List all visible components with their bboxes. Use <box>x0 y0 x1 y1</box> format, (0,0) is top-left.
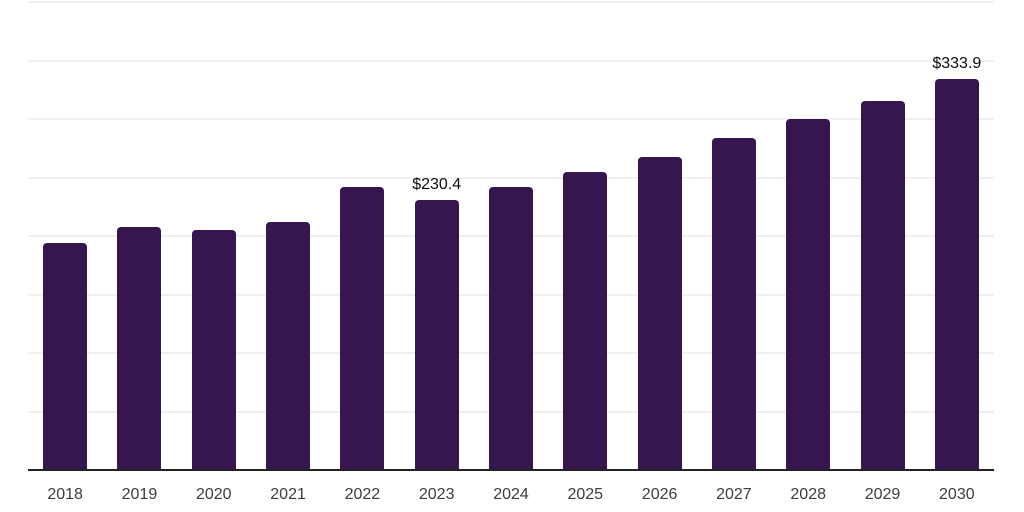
x-tick-label-2029: 2029 <box>864 486 901 503</box>
x-tick-label-2026: 2026 <box>641 486 678 503</box>
x-tick-label-2025: 2025 <box>567 486 604 503</box>
bar-2028 <box>786 119 831 470</box>
x-tick-label-2022: 2022 <box>344 486 381 503</box>
x-tick-label-2024: 2024 <box>493 486 529 503</box>
bar-2027 <box>711 137 756 470</box>
bar-2019 <box>117 226 162 470</box>
x-tick-label-2021: 2021 <box>270 486 306 503</box>
gridline-300 <box>28 118 994 120</box>
gridline-250 <box>28 176 994 179</box>
bar-value-label-2030: $333.9 <box>932 55 982 73</box>
x-tick-label-2027: 2027 <box>716 486 752 503</box>
bar-2024 <box>489 186 533 470</box>
bar-2029 <box>860 100 905 470</box>
x-tick-label-2028: 2028 <box>790 486 826 503</box>
x-tick-label-2020: 2020 <box>195 486 232 503</box>
gridline-400 <box>28 1 994 3</box>
x-tick-label-2018: 2018 <box>47 486 83 503</box>
bar-2018 <box>43 242 88 470</box>
bar-2020 <box>191 230 236 470</box>
x-tick-label-2019: 2019 <box>121 486 158 503</box>
x-tick-label-2023: 2023 <box>418 486 455 503</box>
x-tick-label-2030: 2030 <box>939 486 975 503</box>
x-axis-line <box>28 469 994 471</box>
bar-value-label-2023: $230.4 <box>412 176 462 194</box>
gridline-350 <box>28 59 994 62</box>
bar-2023 <box>414 200 459 470</box>
bar-2022 <box>340 187 385 470</box>
bar-2026 <box>637 156 682 470</box>
bar-2030 <box>934 79 979 470</box>
bar-2025 <box>563 172 608 470</box>
bar-2021 <box>266 221 311 470</box>
